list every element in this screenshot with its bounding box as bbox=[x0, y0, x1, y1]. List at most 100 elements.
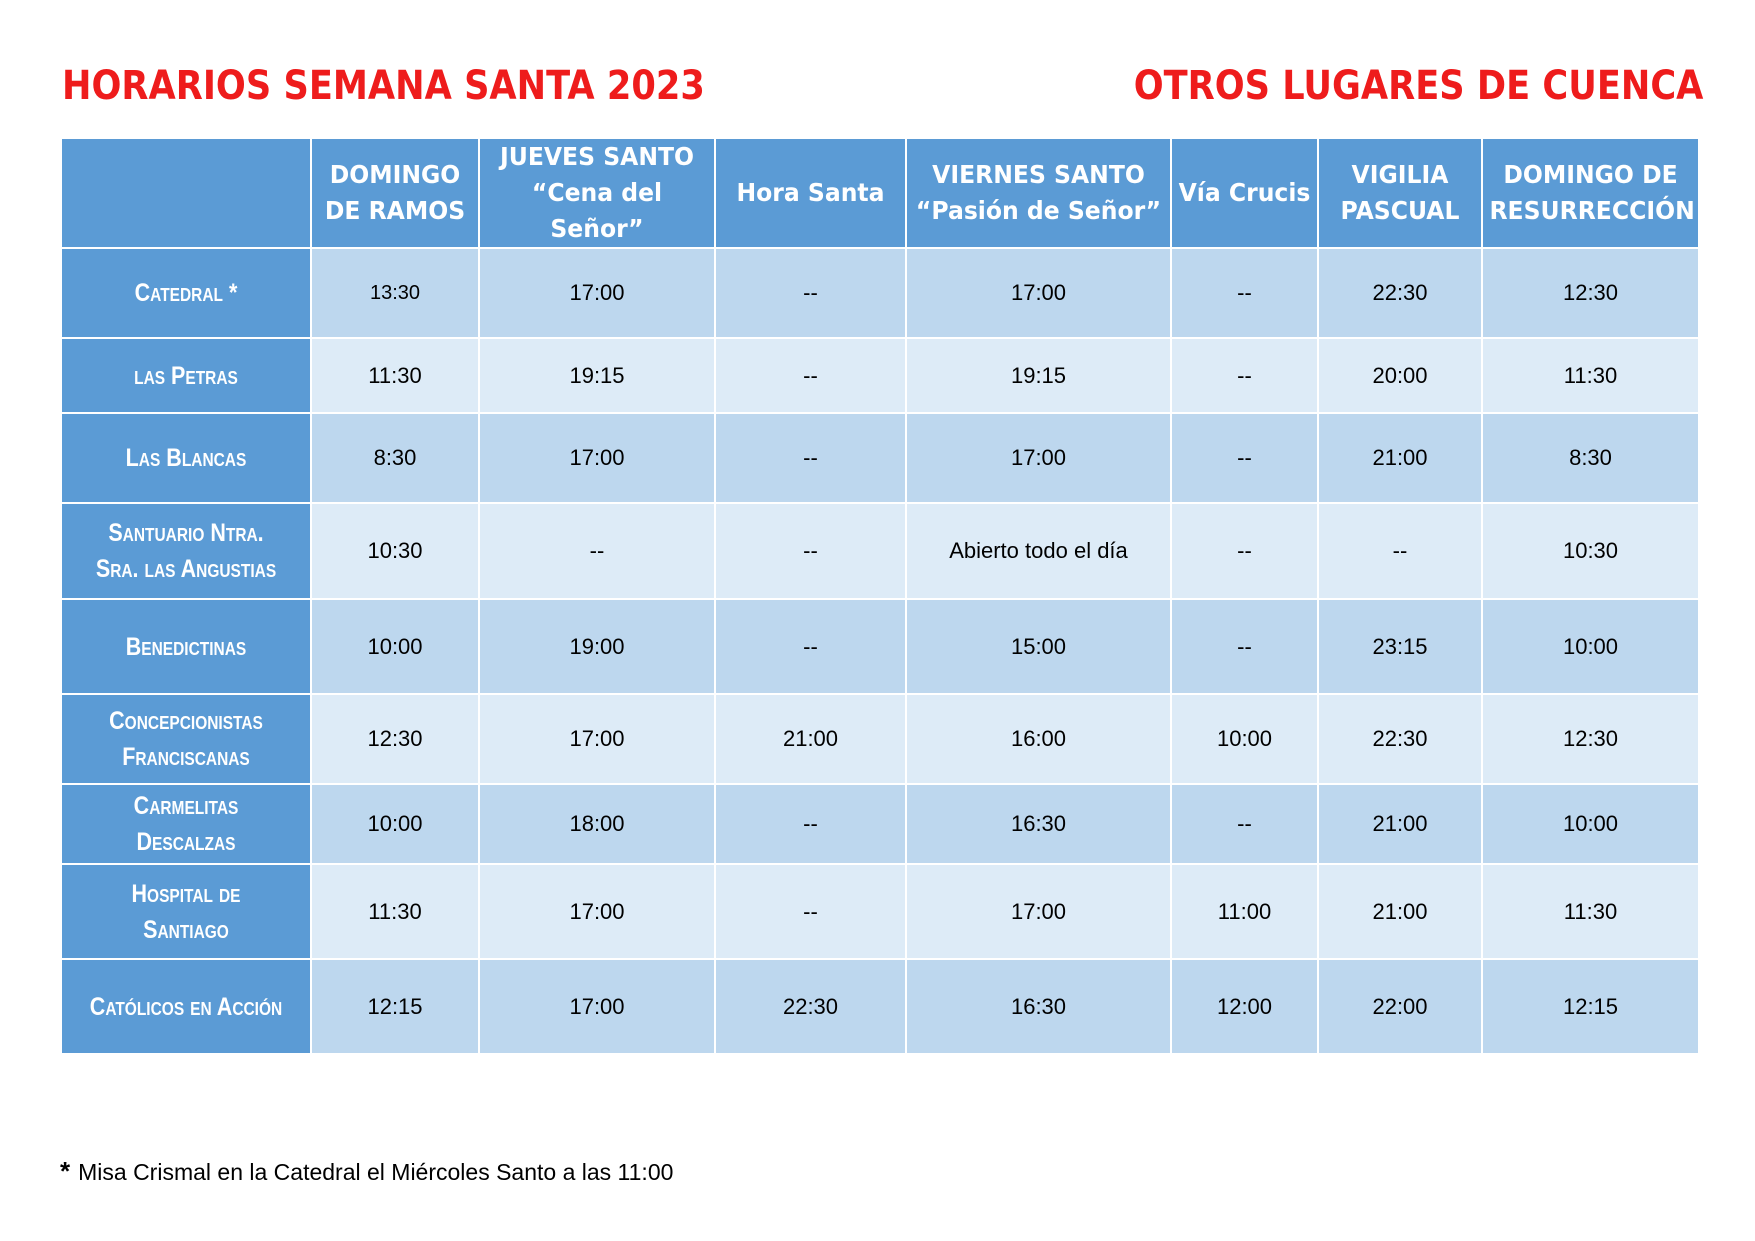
time-cell: 19:00 bbox=[478, 598, 716, 695]
time-cell: 12:30 bbox=[1481, 693, 1700, 785]
time-cell: -- bbox=[1317, 502, 1483, 600]
time-cell: 21:00 bbox=[1317, 863, 1483, 960]
time-cell: -- bbox=[478, 502, 716, 600]
time-cell: -- bbox=[1170, 247, 1319, 339]
row-place-label: Católicos en Acción bbox=[89, 992, 283, 1021]
time-value: 10:00 bbox=[367, 811, 423, 836]
row-place-label: Catedral * bbox=[134, 279, 238, 307]
header-label: Vía Crucis bbox=[1178, 178, 1311, 207]
footnote-marker: * bbox=[60, 1156, 71, 1186]
time-value: 17:00 bbox=[569, 445, 625, 470]
row-place-label: Hospital de Santiago bbox=[131, 879, 241, 944]
time-cell: -- bbox=[714, 502, 907, 600]
time-value: 10:00 bbox=[1562, 633, 1619, 659]
header-cell-domingo-de-ramos: DOMINGO DE RAMOS bbox=[310, 137, 480, 249]
row-place-cell: Concepcionistas Franciscanas bbox=[60, 693, 312, 785]
time-cell: 10:00 bbox=[1481, 598, 1700, 695]
time-value: -- bbox=[803, 633, 818, 659]
time-value: 17:00 bbox=[569, 726, 625, 751]
time-value: 16:00 bbox=[1010, 726, 1067, 751]
header-cell-jueves-santo: JUEVES SANTO “Cena del Señor” bbox=[478, 137, 716, 249]
row-place-label: Las Blancas bbox=[125, 444, 247, 472]
time-cell: 22:30 bbox=[1317, 247, 1483, 339]
schedule-body: Catedral * 13:30 17:00 -- 17:00 -- 22:30 12:30 l… bbox=[60, 247, 1700, 1055]
time-value: 22:30 bbox=[1372, 280, 1428, 305]
time-cell: 10:30 bbox=[310, 502, 480, 600]
time-cell: -- bbox=[714, 783, 907, 865]
time-value: 12:00 bbox=[1216, 993, 1273, 1019]
time-value: 15:00 bbox=[1010, 633, 1067, 659]
row-place-cell: Hospital de Santiago bbox=[60, 863, 312, 960]
time-cell: -- bbox=[714, 412, 907, 504]
time-cell: 10:00 bbox=[1170, 693, 1319, 785]
time-value: Abierto todo el día bbox=[949, 538, 1128, 563]
schedule-row: Santuario Ntra. Sra. las Angustias 10:30 -… bbox=[60, 502, 1700, 600]
time-value: -- bbox=[803, 538, 818, 563]
time-value: 19:15 bbox=[569, 362, 625, 388]
time-value: -- bbox=[1237, 362, 1252, 388]
time-value: 12:30 bbox=[1562, 280, 1619, 305]
footnote: * Misa Crismal en la Catedral el Miércole… bbox=[60, 1156, 673, 1187]
time-cell: -- bbox=[1170, 783, 1319, 865]
time-value: -- bbox=[803, 898, 818, 924]
time-cell: 15:00 bbox=[905, 598, 1172, 695]
footnote-text: Misa Crismal en la Catedral el Miércoles… bbox=[78, 1159, 674, 1185]
time-value: 10:30 bbox=[1562, 538, 1619, 563]
schedule-row: Carmelitas Descalzas 10:00 18:00 -- 16:30 -- 2… bbox=[60, 783, 1700, 865]
time-cell: 12:30 bbox=[310, 693, 480, 785]
time-cell: 11:30 bbox=[1481, 863, 1700, 960]
schedule-row: Las Blancas 8:30 17:00 -- 17:00 -- 21:00 8:30 bbox=[60, 412, 1700, 504]
time-cell: 8:30 bbox=[310, 412, 480, 504]
title-right: OTROS LUGARES DE CUENCA bbox=[1133, 63, 1703, 109]
time-cell: 21:00 bbox=[714, 693, 907, 785]
time-value: 20:00 bbox=[1372, 362, 1428, 388]
time-cell: 20:00 bbox=[1317, 337, 1483, 414]
time-value: 17:00 bbox=[1010, 445, 1067, 470]
time-cell: 12:15 bbox=[1481, 958, 1700, 1055]
time-cell: 16:00 bbox=[905, 693, 1172, 785]
time-cell: 18:00 bbox=[478, 783, 716, 865]
time-value: 17:00 bbox=[569, 898, 625, 924]
time-cell: 11:00 bbox=[1170, 863, 1319, 960]
time-cell: 19:15 bbox=[905, 337, 1172, 414]
time-value: -- bbox=[803, 811, 818, 836]
time-value: 19:00 bbox=[569, 633, 625, 659]
header-label: Hora Santa bbox=[736, 178, 885, 207]
time-cell: 13:30 bbox=[310, 247, 480, 339]
time-value: 12:15 bbox=[1562, 993, 1619, 1019]
time-value: 21:00 bbox=[782, 726, 839, 751]
time-cell: 11:30 bbox=[1481, 337, 1700, 414]
time-value: 21:00 bbox=[1372, 898, 1428, 924]
time-value: 8:30 bbox=[1569, 445, 1612, 470]
time-cell: 17:00 bbox=[478, 412, 716, 504]
time-value: 10:00 bbox=[1216, 726, 1273, 751]
time-cell: -- bbox=[714, 863, 907, 960]
header-cell-hora-santa: Hora Santa bbox=[714, 137, 907, 249]
row-place-label: Carmelitas Descalzas bbox=[133, 792, 239, 856]
time-cell: -- bbox=[1170, 598, 1319, 695]
time-value: -- bbox=[803, 280, 818, 305]
time-cell: Abierto todo el día bbox=[905, 502, 1172, 600]
time-cell: 11:30 bbox=[310, 337, 480, 414]
time-value: 19:15 bbox=[1010, 362, 1067, 388]
schedule-row: Católicos en Acción 12:15 17:00 22:30 16:30 1… bbox=[60, 958, 1700, 1055]
time-cell: 17:00 bbox=[905, 247, 1172, 339]
time-value: 12:30 bbox=[367, 726, 423, 751]
header-label: DOMINGO DE RAMOS bbox=[324, 160, 466, 225]
row-place-label: Benedictinas bbox=[125, 632, 247, 661]
time-value: -- bbox=[589, 538, 605, 563]
time-value: 21:00 bbox=[1372, 811, 1428, 836]
row-place-label: Santuario Ntra. Sra. las Angustias bbox=[95, 519, 277, 583]
row-place-cell: Carmelitas Descalzas bbox=[60, 783, 312, 865]
schedule-row: las Petras 11:30 19:15 -- 19:15 -- 20:00 11:30 bbox=[60, 337, 1700, 414]
row-place-label: las Petras bbox=[134, 361, 238, 390]
time-cell: -- bbox=[714, 337, 907, 414]
time-cell: 16:30 bbox=[905, 958, 1172, 1055]
time-cell: 12:15 bbox=[310, 958, 480, 1055]
header-label: VIGILIA PASCUAL bbox=[1340, 160, 1460, 225]
time-value: 12:30 bbox=[1562, 726, 1619, 751]
title-left: HORARIOS SEMANA SANTA 2023 bbox=[62, 63, 705, 109]
time-value: 22:30 bbox=[782, 993, 839, 1019]
time-value: 18:00 bbox=[569, 811, 625, 836]
time-value: -- bbox=[1392, 538, 1408, 563]
